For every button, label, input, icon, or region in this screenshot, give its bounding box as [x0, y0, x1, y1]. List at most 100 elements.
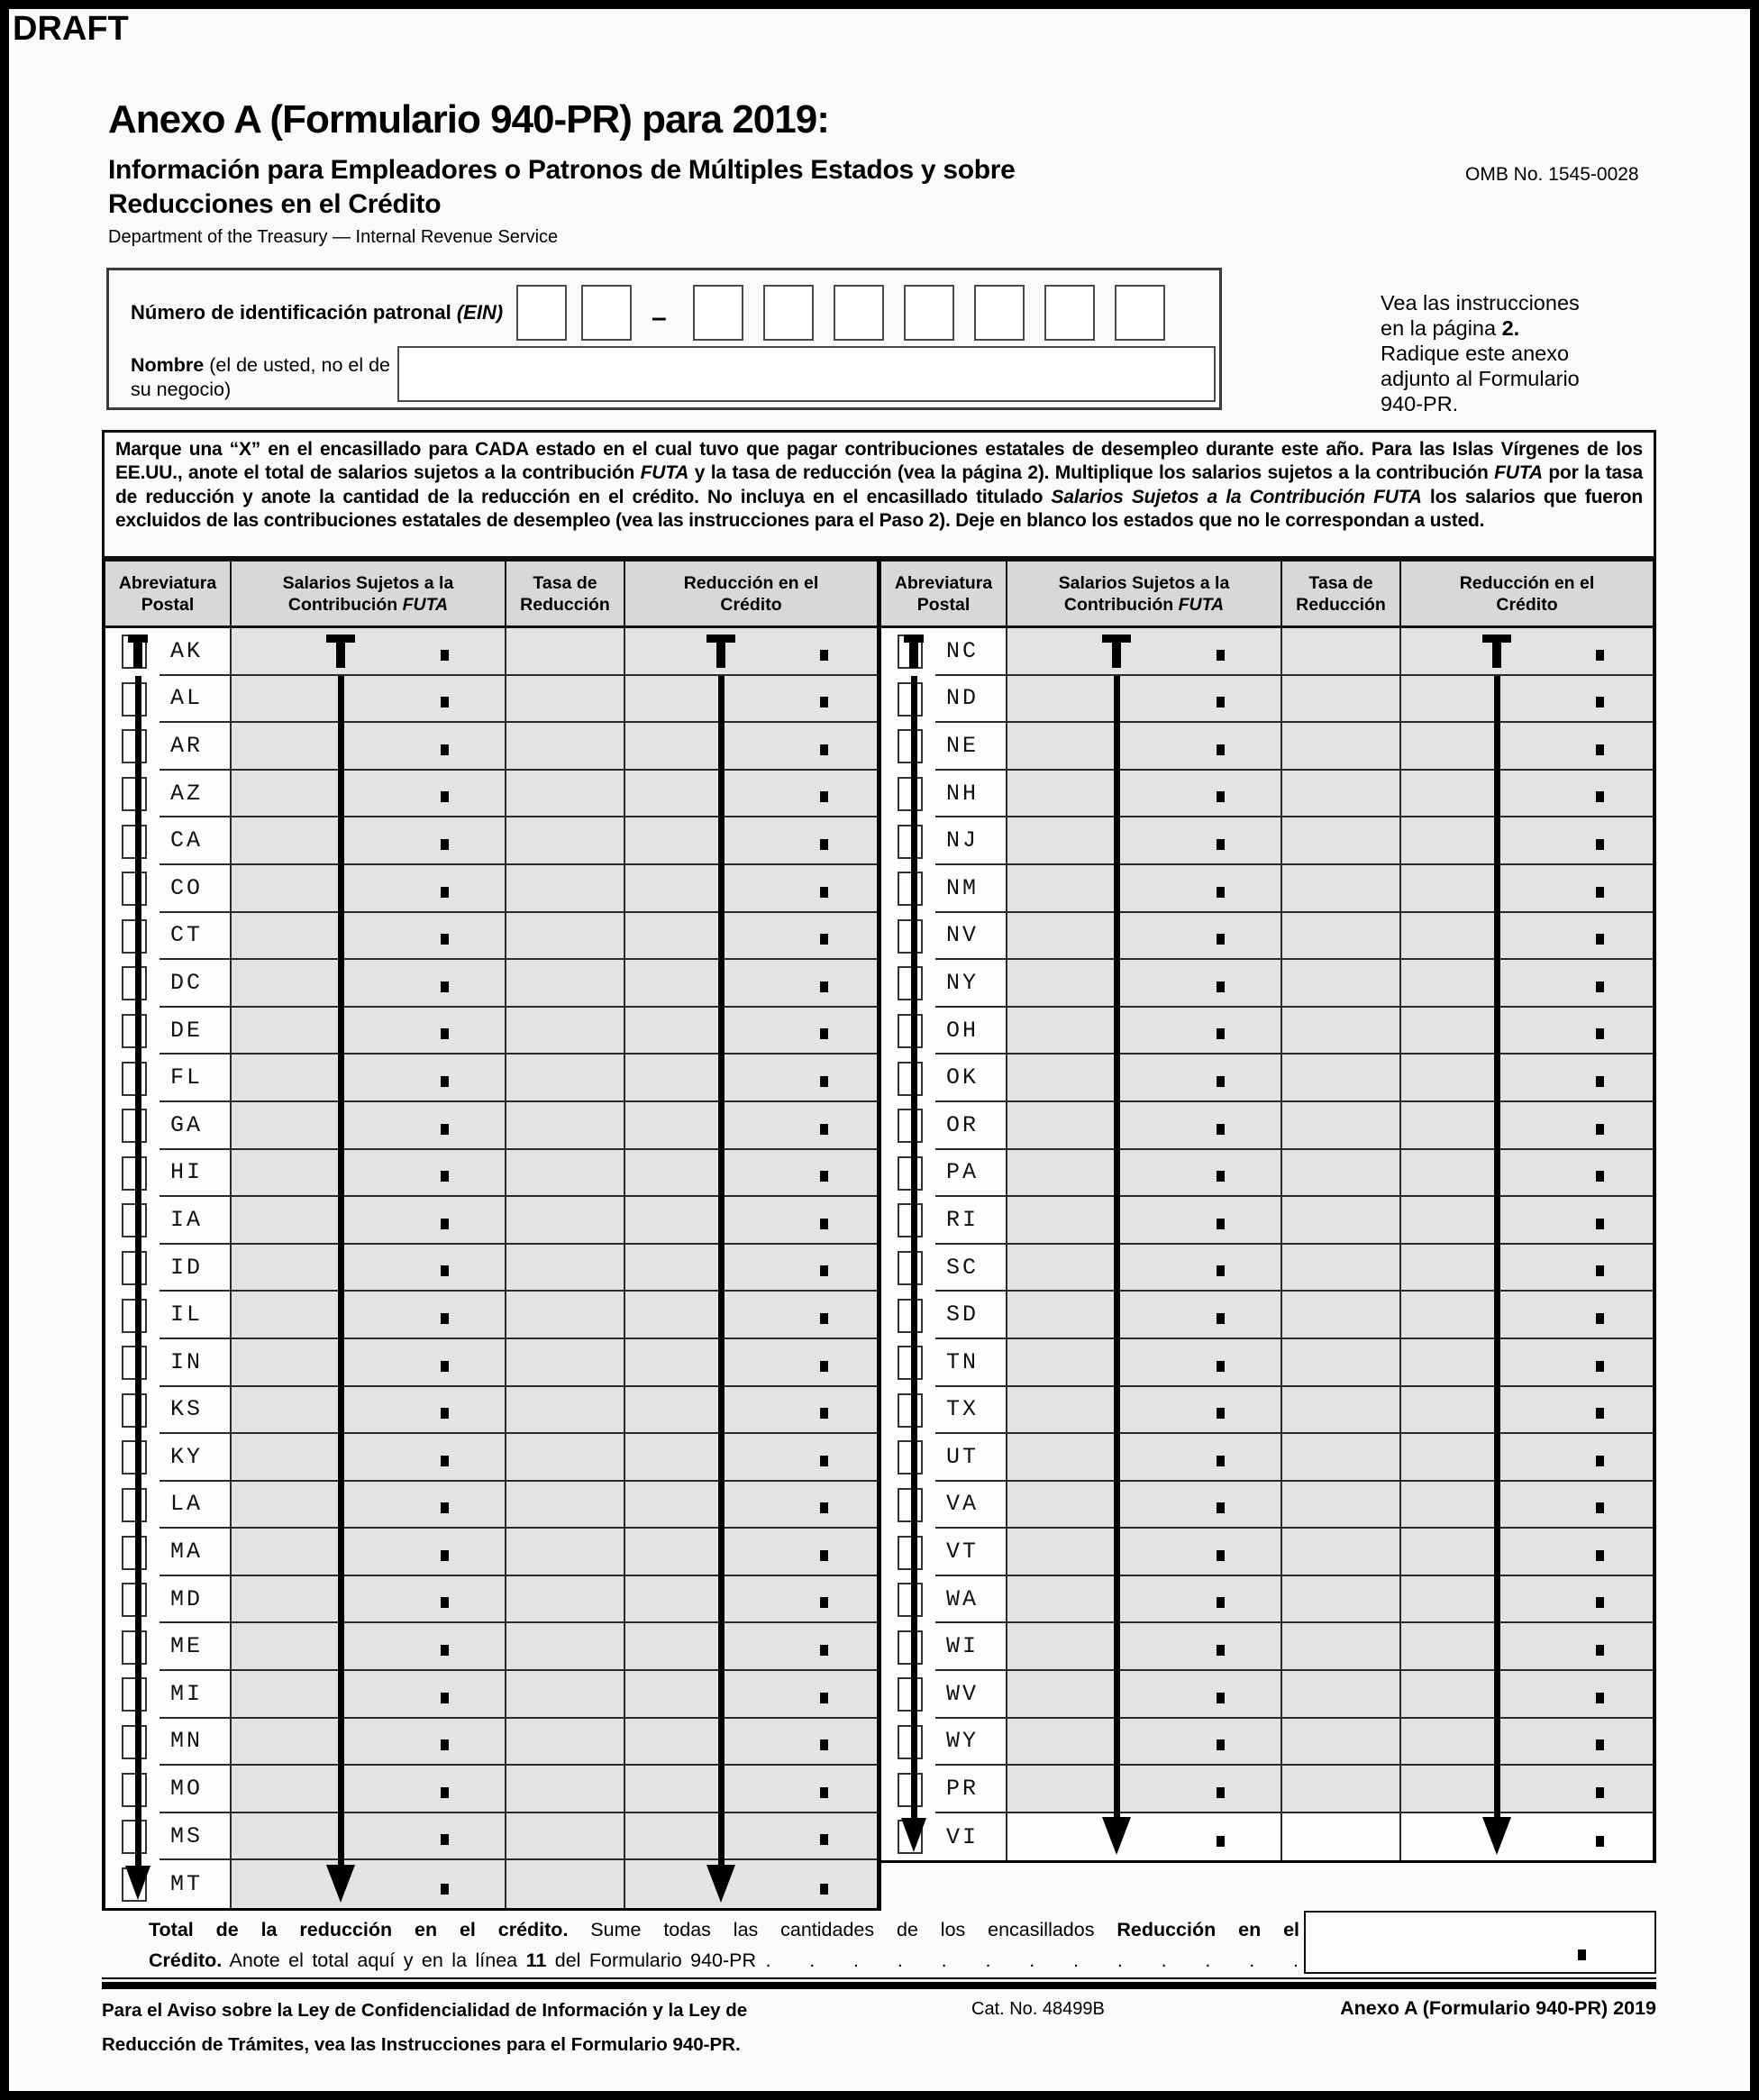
futa-wages-cell[interactable]: [230, 1860, 505, 1909]
state-checkbox[interactable]: [122, 1772, 147, 1807]
futa-wages-cell[interactable]: [230, 628, 505, 676]
futa-wages-cell[interactable]: [1006, 1434, 1281, 1482]
state-checkbox[interactable]: [898, 1440, 923, 1475]
reduction-rate-cell[interactable]: [505, 1055, 624, 1102]
credit-reduction-cell[interactable]: [1399, 1338, 1653, 1387]
credit-reduction-cell[interactable]: [624, 1007, 877, 1055]
credit-reduction-cell[interactable]: [624, 1292, 877, 1339]
reduction-rate-cell[interactable]: [505, 864, 624, 913]
futa-wages-cell[interactable]: [230, 1101, 505, 1150]
reduction-rate-cell[interactable]: [1281, 1671, 1399, 1719]
credit-reduction-cell[interactable]: [1399, 1386, 1653, 1435]
futa-wages-cell[interactable]: [1006, 1197, 1281, 1245]
futa-wages-cell[interactable]: [230, 1766, 505, 1813]
total-amount-box[interactable]: [1304, 1911, 1656, 1974]
credit-reduction-cell[interactable]: [1399, 1671, 1653, 1719]
state-checkbox[interactable]: [122, 1724, 147, 1759]
futa-wages-cell[interactable]: [1006, 1338, 1281, 1387]
state-checkbox[interactable]: [898, 1061, 923, 1096]
ein-digit-box[interactable]: [516, 285, 567, 341]
ein-digit-box[interactable]: [1115, 285, 1165, 341]
reduction-rate-cell[interactable]: [1281, 1718, 1399, 1767]
state-checkbox[interactable]: [122, 1440, 147, 1475]
futa-wages-cell[interactable]: [230, 1575, 505, 1624]
state-checkbox[interactable]: [122, 1014, 147, 1049]
reduction-rate-cell[interactable]: [505, 1292, 624, 1339]
futa-wages-cell[interactable]: [230, 1434, 505, 1482]
credit-reduction-cell[interactable]: [624, 1671, 877, 1719]
ein-digit-box[interactable]: [904, 285, 954, 341]
reduction-rate-cell[interactable]: [505, 1007, 624, 1055]
credit-reduction-cell[interactable]: [1399, 1197, 1653, 1245]
credit-reduction-cell[interactable]: [1399, 1292, 1653, 1339]
futa-wages-cell[interactable]: [230, 1386, 505, 1435]
state-checkbox[interactable]: [122, 1298, 147, 1333]
credit-reduction-cell[interactable]: [1399, 1718, 1653, 1767]
state-checkbox[interactable]: [122, 635, 147, 670]
state-checkbox[interactable]: [122, 872, 147, 907]
reduction-rate-cell[interactable]: [505, 1575, 624, 1624]
credit-reduction-cell[interactable]: [624, 864, 877, 913]
reduction-rate-cell[interactable]: [1281, 628, 1399, 676]
state-checkbox[interactable]: [122, 1392, 147, 1428]
reduction-rate-cell[interactable]: [1281, 723, 1399, 771]
credit-reduction-cell[interactable]: [1399, 864, 1653, 913]
credit-reduction-cell[interactable]: [624, 1101, 877, 1150]
reduction-rate-cell[interactable]: [1281, 1575, 1399, 1624]
state-checkbox[interactable]: [122, 681, 147, 717]
state-checkbox[interactable]: [898, 918, 923, 954]
reduction-rate-cell[interactable]: [505, 960, 624, 1008]
ein-digit-box[interactable]: [763, 285, 814, 341]
futa-wages-cell[interactable]: [1006, 1007, 1281, 1055]
credit-reduction-cell[interactable]: [624, 1481, 877, 1529]
reduction-rate-cell[interactable]: [505, 1434, 624, 1482]
reduction-rate-cell[interactable]: [1281, 1338, 1399, 1387]
futa-wages-cell[interactable]: [230, 1481, 505, 1529]
credit-reduction-cell[interactable]: [624, 770, 877, 818]
credit-reduction-cell[interactable]: [624, 1149, 877, 1198]
futa-wages-cell[interactable]: [1006, 1101, 1281, 1150]
credit-reduction-cell[interactable]: [1399, 1766, 1653, 1813]
name-input[interactable]: [397, 346, 1216, 402]
futa-wages-cell[interactable]: [1006, 1812, 1281, 1861]
futa-wages-cell[interactable]: [230, 1244, 505, 1292]
futa-wages-cell[interactable]: [1006, 1244, 1281, 1292]
state-checkbox[interactable]: [898, 1109, 923, 1144]
futa-wages-cell[interactable]: [230, 1197, 505, 1245]
state-checkbox[interactable]: [122, 1203, 147, 1238]
futa-wages-cell[interactable]: [1006, 817, 1281, 865]
state-checkbox[interactable]: [122, 1535, 147, 1570]
credit-reduction-cell[interactable]: [624, 1338, 877, 1387]
reduction-rate-cell[interactable]: [505, 912, 624, 961]
futa-wages-cell[interactable]: [230, 1623, 505, 1672]
credit-reduction-cell[interactable]: [1399, 1623, 1653, 1672]
futa-wages-cell[interactable]: [230, 675, 505, 724]
state-checkbox[interactable]: [122, 1867, 147, 1902]
reduction-rate-cell[interactable]: [1281, 912, 1399, 961]
state-checkbox[interactable]: [898, 1630, 923, 1665]
state-checkbox[interactable]: [122, 1630, 147, 1665]
credit-reduction-cell[interactable]: [1399, 675, 1653, 724]
credit-reduction-cell[interactable]: [1399, 960, 1653, 1008]
futa-wages-cell[interactable]: [230, 864, 505, 913]
state-checkbox[interactable]: [122, 1487, 147, 1522]
reduction-rate-cell[interactable]: [505, 1812, 624, 1861]
credit-reduction-cell[interactable]: [1399, 1149, 1653, 1198]
state-checkbox[interactable]: [898, 1155, 923, 1191]
reduction-rate-cell[interactable]: [1281, 770, 1399, 818]
state-checkbox[interactable]: [122, 1583, 147, 1618]
reduction-rate-cell[interactable]: [505, 1149, 624, 1198]
reduction-rate-cell[interactable]: [1281, 1149, 1399, 1198]
ein-digit-box[interactable]: [834, 285, 884, 341]
futa-wages-cell[interactable]: [230, 817, 505, 865]
state-checkbox[interactable]: [898, 966, 923, 1001]
futa-wages-cell[interactable]: [230, 1718, 505, 1767]
credit-reduction-cell[interactable]: [624, 1623, 877, 1672]
futa-wages-cell[interactable]: [230, 1338, 505, 1387]
credit-reduction-cell[interactable]: [1399, 770, 1653, 818]
reduction-rate-cell[interactable]: [505, 1197, 624, 1245]
reduction-rate-cell[interactable]: [505, 1386, 624, 1435]
futa-wages-cell[interactable]: [230, 1671, 505, 1719]
reduction-rate-cell[interactable]: [505, 1338, 624, 1387]
credit-reduction-cell[interactable]: [624, 1529, 877, 1576]
